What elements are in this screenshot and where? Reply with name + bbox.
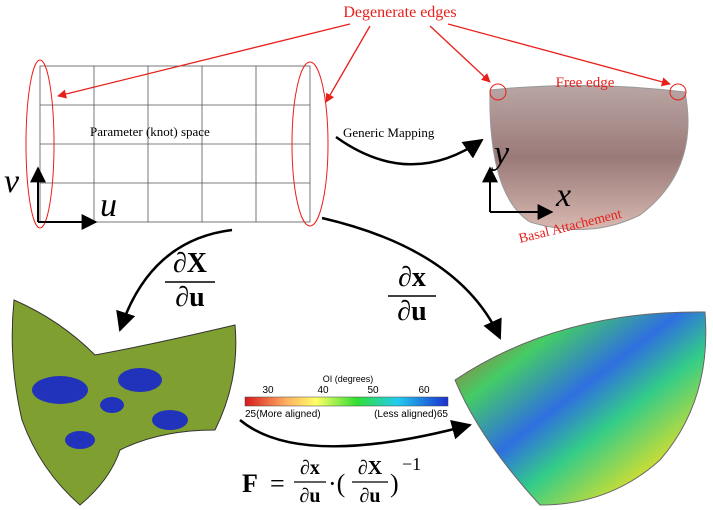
- y-label: y: [491, 135, 510, 172]
- reference-arrow: [116, 228, 233, 332]
- colorbar-title: OI (degrees): [323, 374, 374, 384]
- formula-close: ): [390, 469, 399, 498]
- generic-mapping-label: Generic Mapping: [343, 125, 435, 140]
- reference-patches: [32, 368, 188, 449]
- degenerate-pointers: [57, 23, 671, 103]
- formula-dot-open: ·(: [328, 469, 345, 498]
- generic-mapping-arrow: [335, 135, 484, 166]
- physical-domain: [489, 84, 689, 230]
- degenerate-edge-left: [25, 59, 55, 229]
- colorbar-tick: 40: [317, 385, 329, 396]
- v-label: v: [4, 163, 20, 200]
- deformation-arrow: [239, 419, 472, 448]
- formula-den2: ∂u: [359, 485, 380, 507]
- reference-derivative: ∂X ∂u: [165, 248, 215, 313]
- x-label: x: [555, 177, 571, 214]
- numerator: ∂X: [173, 248, 207, 279]
- current-derivative: ∂x ∂u: [388, 262, 436, 327]
- denominator: ∂u: [397, 296, 426, 327]
- free-edge-marker: [669, 83, 687, 101]
- numerator: ∂x: [398, 262, 426, 293]
- colorbar-tick: 50: [367, 385, 379, 396]
- formula-lhs: F: [242, 469, 258, 498]
- formula-num1: ∂x: [300, 457, 320, 479]
- formula-den1: ∂u: [299, 485, 320, 507]
- formula-equals: =: [270, 469, 285, 498]
- colorbar-min: 25(More aligned): [245, 409, 321, 420]
- degenerate-edge-right: [291, 61, 329, 227]
- colorbar-max: (Less aligned)65: [374, 409, 448, 420]
- colorbar: OI (degrees) 30 40 50 60 25(More aligned…: [244, 374, 448, 420]
- free-edge-label: Free edge: [556, 75, 615, 91]
- formula-num2: ∂X: [358, 457, 383, 479]
- degenerate-edges-label: Degenerate edges: [343, 4, 456, 21]
- formula: F = ∂x ∂u ·( ∂X ∂u ) −1: [242, 454, 421, 507]
- parameter-grid: [39, 65, 311, 223]
- u-label: u: [100, 187, 117, 224]
- current-arrow: [321, 216, 502, 340]
- free-edge-marker: [489, 83, 507, 101]
- colorbar-tick: 30: [262, 385, 274, 396]
- colorbar-tick: 60: [418, 385, 430, 396]
- parameter-space-label: Parameter (knot) space: [90, 124, 210, 139]
- formula-exponent: −1: [402, 454, 421, 474]
- current-configuration: [454, 311, 707, 506]
- reference-configuration: [11, 299, 237, 506]
- denominator: ∂u: [175, 282, 204, 313]
